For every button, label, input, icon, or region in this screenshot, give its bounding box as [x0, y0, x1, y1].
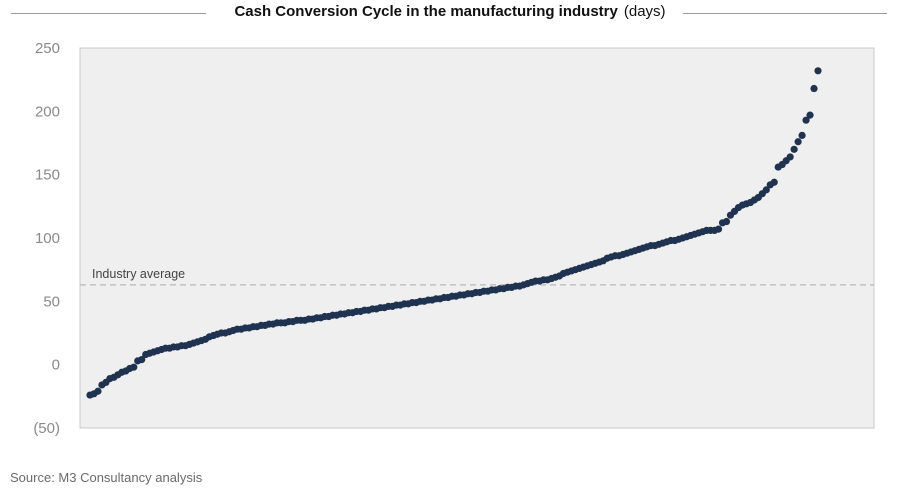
data-point [810, 84, 818, 93]
industry-average-label: Industry average [92, 267, 185, 281]
title-rule-left [11, 13, 206, 14]
scatter-chart: (50) 0 50 100 150 200 250 Industry average [33, 40, 875, 437]
data-point [130, 363, 138, 371]
data-point [814, 67, 822, 75]
plot-area [79, 47, 875, 429]
chart-title-text: Cash Conversion Cycle in the manufacturi… [234, 3, 618, 20]
y-tick-label: (50) [33, 420, 60, 437]
y-tick-label: 150 [35, 167, 60, 184]
chart-title-unit: (days) [623, 3, 666, 20]
chart-title: Cash Conversion Cycle in the manufacturi… [0, 3, 900, 20]
data-point [722, 217, 731, 226]
data-point [714, 225, 723, 233]
data-point [762, 186, 770, 194]
y-tick-label: 0 [52, 357, 60, 374]
data-point [794, 138, 802, 146]
data-point [138, 356, 146, 364]
y-tick-label: 250 [35, 40, 60, 57]
data-point [770, 178, 778, 186]
data-point [790, 145, 798, 153]
y-tick-label: 100 [35, 230, 60, 247]
chart-title-row: Cash Conversion Cycle in the manufacturi… [0, 0, 900, 28]
data-point [806, 111, 814, 119]
data-point [786, 153, 794, 161]
data-point [94, 387, 102, 395]
y-tick-label: 200 [35, 103, 60, 120]
y-tick-label: 50 [43, 293, 60, 310]
title-rule-right [683, 13, 887, 14]
data-point [802, 116, 810, 124]
data-point [798, 131, 806, 139]
source-note: Source: M3 Consultancy analysis [10, 470, 203, 485]
